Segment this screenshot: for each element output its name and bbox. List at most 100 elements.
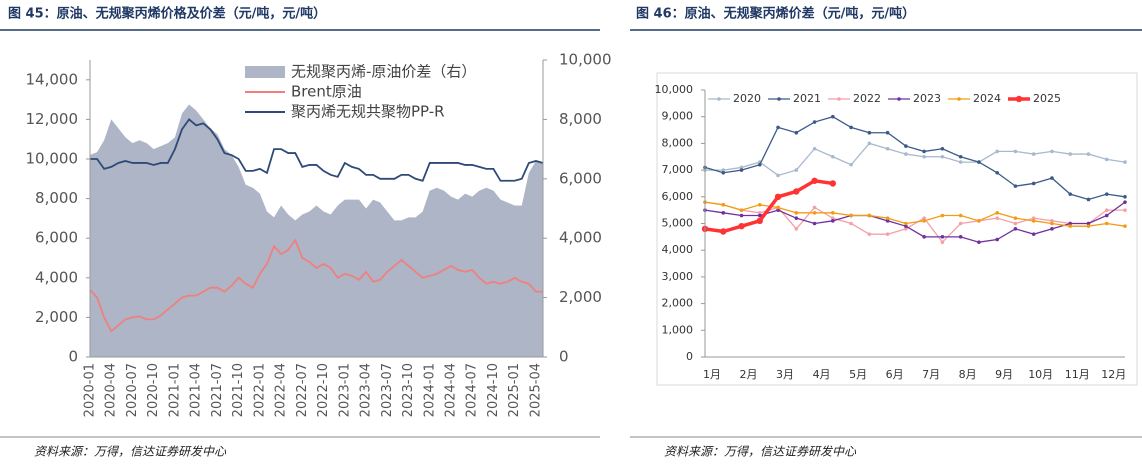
point xyxy=(1068,152,1073,156)
x-tick-label: 5月 xyxy=(849,368,867,381)
point xyxy=(776,125,780,130)
y-tick-label: 6,000 xyxy=(35,229,78,247)
point xyxy=(1123,195,1127,199)
point xyxy=(922,154,926,159)
point xyxy=(958,221,963,226)
point xyxy=(1013,227,1018,231)
point xyxy=(811,177,818,184)
x-tick-label: 2023-07 xyxy=(380,363,395,417)
point xyxy=(904,224,908,228)
point xyxy=(831,216,835,220)
point xyxy=(1013,216,1018,220)
point xyxy=(885,146,890,151)
point xyxy=(739,213,744,218)
point xyxy=(1123,200,1127,204)
point xyxy=(794,216,799,220)
point xyxy=(812,146,817,151)
point xyxy=(812,205,817,210)
point xyxy=(1086,221,1091,226)
point xyxy=(1068,221,1073,226)
point xyxy=(995,211,999,215)
point xyxy=(1031,181,1036,186)
point xyxy=(922,219,926,223)
point xyxy=(958,213,963,218)
y-tick-label: 0 xyxy=(68,348,78,366)
point xyxy=(720,228,727,235)
point xyxy=(829,180,837,187)
legend-label: 2025 xyxy=(1033,92,1061,105)
chart-title: 图 46：原油、无规聚丙烯价差（元/吨，元/吨） xyxy=(636,6,915,22)
line xyxy=(704,201,1125,244)
point xyxy=(1050,221,1054,226)
point xyxy=(739,168,744,172)
point xyxy=(721,168,726,172)
point xyxy=(940,213,945,218)
point xyxy=(1031,216,1036,220)
point xyxy=(867,213,872,218)
point xyxy=(958,160,963,164)
y2-tick-label: 6,000 xyxy=(559,169,602,187)
x-tick-label: 2022-01 xyxy=(252,363,267,417)
point xyxy=(1086,224,1091,228)
point xyxy=(995,149,999,154)
x-tick-label: 2022-07 xyxy=(295,363,310,417)
point xyxy=(757,203,762,207)
point xyxy=(885,130,890,135)
point xyxy=(849,221,853,226)
point xyxy=(831,154,835,159)
point xyxy=(977,240,981,244)
line xyxy=(705,142,1126,177)
point xyxy=(812,221,817,226)
x-tick-label: 2022-10 xyxy=(316,363,331,417)
point xyxy=(867,232,872,236)
y-tick-label: 1,000 xyxy=(662,323,694,336)
point xyxy=(1031,219,1036,223)
point xyxy=(1031,232,1036,236)
y-tick-label: 10,000 xyxy=(26,150,79,168)
point xyxy=(794,227,799,231)
point xyxy=(831,114,835,119)
x-tick-label: 3月 xyxy=(776,368,794,381)
y-tick-label: 4,000 xyxy=(662,243,694,256)
line xyxy=(704,201,1126,243)
point xyxy=(1013,149,1018,154)
y-tick-label: 10,000 xyxy=(655,83,694,96)
point xyxy=(1123,208,1127,212)
x-tick-label: 4月 xyxy=(813,368,831,381)
y2-tick-label: 10,000 xyxy=(559,51,612,69)
point xyxy=(1050,219,1054,223)
point xyxy=(756,217,763,225)
point xyxy=(904,152,908,156)
point xyxy=(995,237,999,242)
line xyxy=(89,238,543,333)
legend-swatch xyxy=(245,66,285,78)
point xyxy=(904,221,908,226)
point xyxy=(776,173,780,178)
x-tick-label: 2023-04 xyxy=(359,363,374,417)
point xyxy=(1050,227,1054,231)
point xyxy=(1050,149,1054,154)
x-tick-label: 2021-04 xyxy=(189,363,204,417)
point xyxy=(1104,221,1109,226)
point xyxy=(940,240,945,244)
point xyxy=(1123,224,1127,228)
point xyxy=(849,125,853,130)
point xyxy=(831,219,835,223)
point xyxy=(757,162,762,167)
point xyxy=(1104,208,1109,212)
y-tick-label: 12,000 xyxy=(26,110,79,128)
point xyxy=(1086,152,1091,156)
legend-marker xyxy=(1015,95,1023,103)
x-tick-label: 1月 xyxy=(703,368,721,381)
point xyxy=(757,213,762,218)
legend-label: 聚丙烯无规共聚物PP-R xyxy=(291,103,445,121)
legend-marker xyxy=(897,97,901,101)
point xyxy=(995,170,999,175)
line xyxy=(704,201,1126,227)
y2-tick-label: 4,000 xyxy=(559,229,602,247)
source-note: 资料来源：万得，信达证券研发中心 xyxy=(34,445,227,459)
y-tick-label: 0 xyxy=(686,350,693,363)
line xyxy=(704,115,1126,201)
chart-title: 图 45：原油、无规聚丙烯价格及价差（元/吨，元/吨） xyxy=(8,6,326,22)
